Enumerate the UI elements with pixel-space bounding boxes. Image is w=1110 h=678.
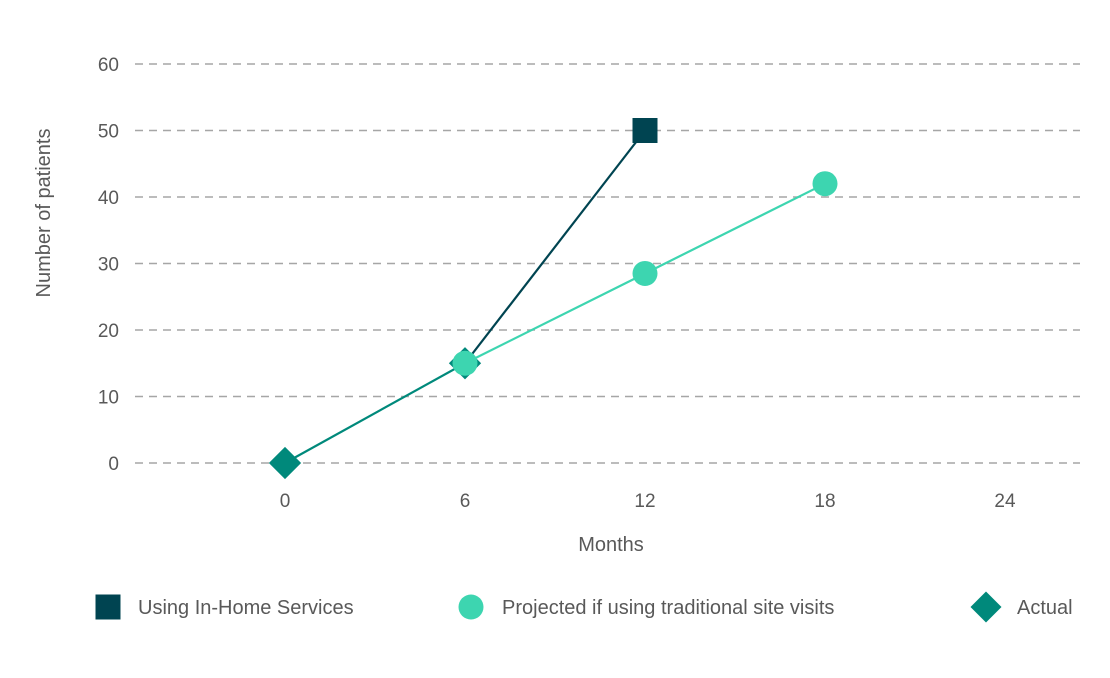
data-point-circle: [812, 171, 838, 197]
y-tick-label: 0: [108, 454, 119, 475]
y-tick-label: 20: [98, 321, 119, 342]
y-tick-label: 10: [98, 388, 119, 409]
legend-label: Projected if using traditional site visi…: [502, 597, 834, 619]
legend: Using In-Home Services Projected if using…: [95, 591, 1073, 623]
legend-label: Using In-Home Services: [138, 597, 354, 619]
x-axis-ticks: 0 6 12 18 24: [280, 491, 1016, 512]
y-tick-label: 40: [98, 188, 119, 209]
x-tick-label: 24: [994, 491, 1016, 512]
y-tick-label: 50: [98, 122, 119, 143]
x-tick-label: 0: [280, 491, 291, 512]
legend-item: Projected if using traditional site visi…: [458, 594, 834, 620]
x-tick-label: 12: [634, 491, 655, 512]
y-axis-title: Number of patients: [33, 129, 55, 298]
series-lines: [284, 129, 826, 464]
data-point-square: [632, 118, 658, 143]
gridlines: [135, 63, 1080, 464]
x-tick-label: 6: [460, 491, 471, 512]
legend-marker-square: [95, 594, 121, 620]
legend-item: Using In-Home Services: [95, 594, 354, 620]
x-tick-label: 18: [814, 491, 835, 512]
legend-marker-circle: [458, 594, 484, 620]
legend-marker-diamond: [970, 591, 1002, 623]
series-markers: [268, 118, 838, 480]
series-line-3: [284, 362, 466, 464]
series-line-1: [464, 129, 646, 364]
y-tick-label: 60: [98, 55, 119, 76]
data-point-diamond: [268, 446, 302, 480]
data-point-circle: [632, 260, 658, 286]
legend-item: Actual: [970, 591, 1073, 623]
data-point-circle: [452, 350, 478, 376]
legend-label: Actual: [1017, 597, 1073, 619]
y-tick-label: 30: [98, 255, 119, 276]
y-axis-ticks: 0 10 20 30 40 50 60: [98, 55, 119, 475]
x-axis-title: Months: [578, 534, 644, 556]
